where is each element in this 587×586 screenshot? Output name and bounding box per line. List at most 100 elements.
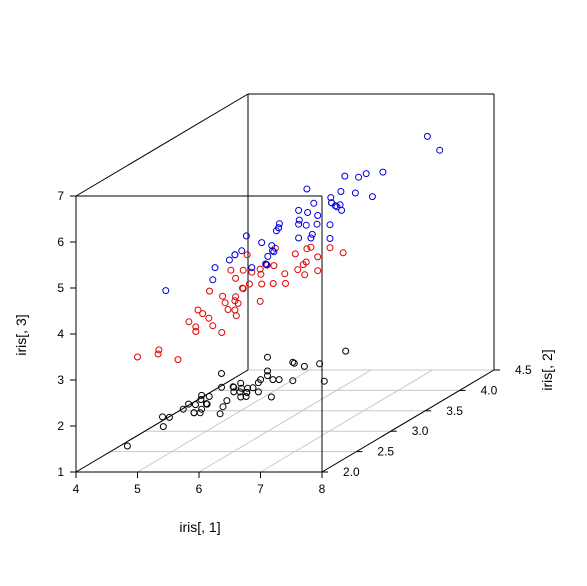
data-point-series-1 bbox=[218, 370, 225, 377]
grid-line-x bbox=[198, 369, 372, 473]
data-point-series-3 bbox=[262, 261, 270, 269]
data-point-series-3 bbox=[351, 189, 359, 197]
data-point-series-3 bbox=[264, 252, 272, 260]
x-tick-label: 7 bbox=[257, 482, 264, 496]
data-point-series-3 bbox=[275, 220, 283, 228]
data-point-series-3 bbox=[328, 199, 335, 207]
data-point-series-3 bbox=[341, 172, 349, 180]
data-point-series-2 bbox=[205, 314, 213, 322]
data-point-series-2 bbox=[194, 306, 202, 314]
axis-ticks: 4 5 6 7 8 2.0 2.5 3.0 3.5 4.0 4.5 1 2 3 4 5 6 7 bbox=[57, 189, 532, 496]
data-point-series-3 bbox=[225, 256, 233, 264]
data-point-series-3 bbox=[269, 247, 276, 255]
data-point-series-1 bbox=[219, 403, 227, 411]
data-point-series-2 bbox=[232, 312, 240, 320]
data-point-series-3 bbox=[262, 260, 270, 268]
data-point-series-1 bbox=[159, 413, 166, 421]
data-point-series-2 bbox=[239, 284, 246, 292]
z-tick-label: 5 bbox=[57, 281, 64, 295]
data-point-series-2 bbox=[174, 356, 182, 364]
x-axis-label: iris[, 1] bbox=[179, 519, 220, 535]
data-point-series-1 bbox=[185, 400, 193, 408]
data-point-series-1 bbox=[237, 393, 245, 401]
data-point-series-2 bbox=[224, 306, 232, 313]
y-tick-label: 4.0 bbox=[481, 383, 498, 397]
data-point-series-2 bbox=[269, 280, 277, 287]
y-tick-label: 3.5 bbox=[446, 404, 463, 418]
data-point-series-3 bbox=[295, 220, 303, 228]
x-tick-label: 6 bbox=[196, 482, 203, 496]
box-edge bbox=[75, 369, 249, 473]
data-point-series-3 bbox=[268, 242, 276, 250]
data-point-series-3 bbox=[423, 132, 431, 140]
data-point-series-3 bbox=[242, 232, 250, 240]
data-point-series-1 bbox=[123, 442, 131, 450]
data-point-series-1 bbox=[243, 388, 251, 396]
data-point-series-2 bbox=[258, 280, 266, 288]
data-point-series-3 bbox=[337, 188, 345, 195]
data-point-series-3 bbox=[209, 276, 217, 284]
data-point-series-2 bbox=[294, 266, 302, 274]
data-point-series-1 bbox=[242, 393, 250, 400]
data-point-series-1 bbox=[249, 384, 257, 392]
x-tick-label: 4 bbox=[73, 482, 80, 496]
data-point-series-3 bbox=[336, 201, 344, 209]
data-point-series-2 bbox=[232, 274, 240, 282]
data-point-series-2 bbox=[219, 292, 227, 300]
data-point-series-3 bbox=[314, 212, 322, 219]
data-point-series-2 bbox=[256, 297, 264, 305]
data-point-series-3 bbox=[295, 234, 303, 242]
data-point-series-1 bbox=[198, 391, 206, 399]
data-point-series-1 bbox=[237, 379, 245, 387]
data-point-series-1 bbox=[159, 423, 167, 431]
data-point-series-3 bbox=[231, 251, 239, 259]
data-point-series-2 bbox=[192, 328, 200, 335]
data-point-series-2 bbox=[209, 322, 217, 330]
data-point-series-2 bbox=[256, 265, 264, 273]
data-point-series-1 bbox=[320, 377, 328, 385]
data-point-series-1 bbox=[289, 358, 297, 366]
data-point-series-2 bbox=[192, 323, 200, 331]
data-point-series-2 bbox=[239, 266, 247, 274]
data-point-series-1 bbox=[289, 377, 297, 385]
data-point-series-1 bbox=[198, 405, 206, 413]
data-point-series-1 bbox=[179, 405, 187, 413]
y-tick-label: 4.5 bbox=[515, 363, 532, 377]
grid-line-x bbox=[137, 369, 310, 473]
data-point-series-2 bbox=[303, 245, 311, 253]
data-point-series-3 bbox=[368, 193, 376, 201]
data-point-series-2 bbox=[227, 266, 235, 274]
data-point-series-2 bbox=[299, 261, 307, 269]
data-point-series-2 bbox=[221, 299, 229, 307]
data-point-series-1 bbox=[264, 372, 271, 380]
data-point-series-2 bbox=[199, 310, 207, 318]
data-point-series-2 bbox=[234, 299, 242, 307]
data-point-series-1 bbox=[216, 410, 224, 418]
data-point-series-1 bbox=[300, 362, 308, 370]
x-tick-label: 5 bbox=[134, 482, 141, 496]
data-point-series-2 bbox=[154, 350, 162, 358]
bounding-box bbox=[75, 93, 495, 473]
data-point-series-3 bbox=[338, 206, 346, 214]
y-tick-label: 3.0 bbox=[412, 424, 429, 438]
x-tick-label: 8 bbox=[319, 482, 326, 496]
data-point-series-3 bbox=[304, 209, 312, 216]
data-point-series-3 bbox=[295, 216, 303, 224]
data-point-series-1 bbox=[236, 388, 244, 396]
data-point-series-2 bbox=[339, 249, 347, 257]
z-axis-label: iris[, 3] bbox=[13, 314, 29, 355]
data-point-series-1 bbox=[192, 401, 199, 409]
data-point-series-1 bbox=[275, 376, 283, 384]
data-point-series-3 bbox=[258, 239, 266, 247]
z-tick-label: 6 bbox=[57, 235, 64, 249]
data-point-series-3 bbox=[326, 221, 334, 229]
y-axis-label: iris[, 2] bbox=[539, 349, 555, 390]
data-point-series-1 bbox=[269, 376, 277, 384]
data-point-series-3 bbox=[355, 173, 363, 181]
data-point-series-1 bbox=[267, 393, 275, 401]
data-point-series-1 bbox=[218, 383, 225, 391]
data-point-series-3 bbox=[295, 206, 303, 214]
data-point-series-1 bbox=[165, 413, 173, 421]
data-point-series-2 bbox=[232, 293, 240, 301]
